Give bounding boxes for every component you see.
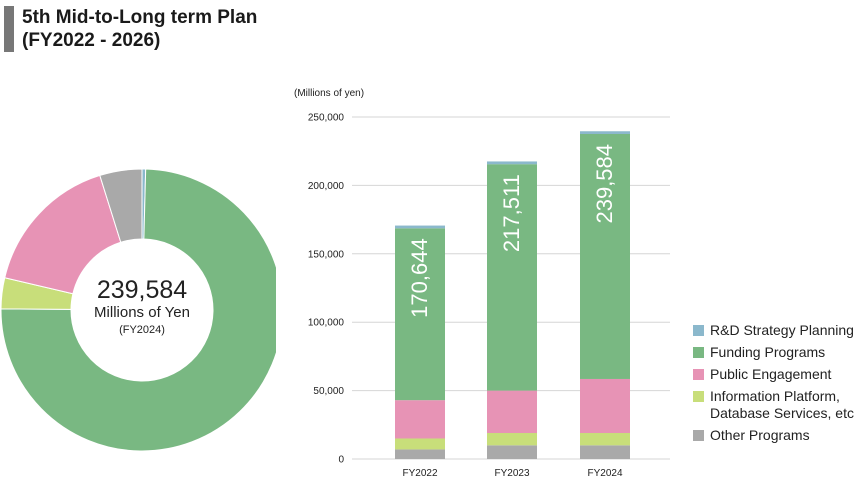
legend-label: Other Programs	[710, 427, 810, 443]
title-accent-bar	[4, 6, 14, 52]
legend-label: Information Platform, Database Services,…	[710, 388, 854, 421]
bar-segment-infra	[580, 433, 630, 446]
stacked-bar-chart: (Millions of yen) 0 50,000 100,000 150,000 20…	[294, 88, 670, 479]
legend-item-funding: Funding Programs	[693, 344, 859, 361]
legend-item-other: Other Programs	[693, 427, 859, 444]
bar-segment-other	[487, 445, 537, 459]
donut-slice-other	[99, 168, 143, 243]
legend-label: Public Engagement	[710, 366, 832, 382]
bar-segment-funding	[580, 133, 630, 379]
bar-segment-funding	[487, 164, 537, 391]
page-title: 5th Mid-to-Long term Plan (FY2022 - 2026…	[22, 6, 257, 52]
bar-segment-infra	[487, 433, 537, 446]
bar-segment-public	[580, 378, 630, 434]
legend-swatch	[693, 430, 704, 441]
legend-swatch	[693, 391, 704, 402]
y-tick-label: 200,000	[308, 181, 345, 192]
x-tick-label: FY2023	[494, 468, 529, 479]
donut-center-value: 239,584	[96, 276, 188, 304]
bar-segment-rnd	[487, 161, 537, 165]
bar-segment-infra	[395, 438, 445, 450]
legend-item-rnd: R&D Strategy Planning	[693, 322, 859, 339]
legend-swatch	[693, 369, 704, 380]
y-tick-label: 150,000	[308, 249, 345, 260]
bar-segment-public	[487, 390, 537, 434]
bar-segment-public	[395, 400, 445, 439]
donut-center-unit: Millions of Yen	[94, 304, 190, 321]
y-tick-label: 50,000	[313, 386, 344, 397]
bar-total-label: 170,644	[407, 238, 432, 318]
bar-total-label: 217,511	[499, 174, 524, 252]
donut-chart	[0, 168, 276, 452]
y-tick-label: 250,000	[308, 113, 345, 124]
bar-segment-other	[395, 449, 445, 459]
donut-center-year: (FY2024)	[119, 324, 165, 336]
legend-item-infra: Information Platform, Database Services,…	[693, 388, 859, 422]
legend-swatch	[693, 325, 704, 336]
x-tick-label: FY2022	[402, 468, 437, 479]
bar-segment-funding	[395, 228, 445, 401]
y-tick-label: 100,000	[308, 318, 345, 329]
y-tick-label: 0	[338, 455, 344, 466]
donut-slice-funding	[0, 168, 276, 452]
x-tick-label: FY2024	[587, 468, 622, 479]
legend-swatch	[693, 347, 704, 358]
bar-segment-rnd	[395, 225, 445, 229]
title-text: 5th Mid-to-Long term Plan (FY2022 - 2026…	[22, 7, 258, 51]
legend-item-public: Public Engagement	[693, 366, 859, 383]
bar-segment-rnd	[580, 131, 630, 134]
donut-center-label: 239,584 Millions of Yen (FY2024)	[72, 276, 212, 338]
bar-segment-other	[580, 445, 630, 459]
chart-legend: R&D Strategy Planning Funding Programs P…	[693, 322, 859, 449]
legend-label: R&D Strategy Planning	[710, 322, 854, 338]
bar-total-label: 239,584	[592, 144, 617, 224]
legend-label: Funding Programs	[710, 344, 826, 360]
y-axis-unit-label: (Millions of yen)	[294, 88, 364, 99]
